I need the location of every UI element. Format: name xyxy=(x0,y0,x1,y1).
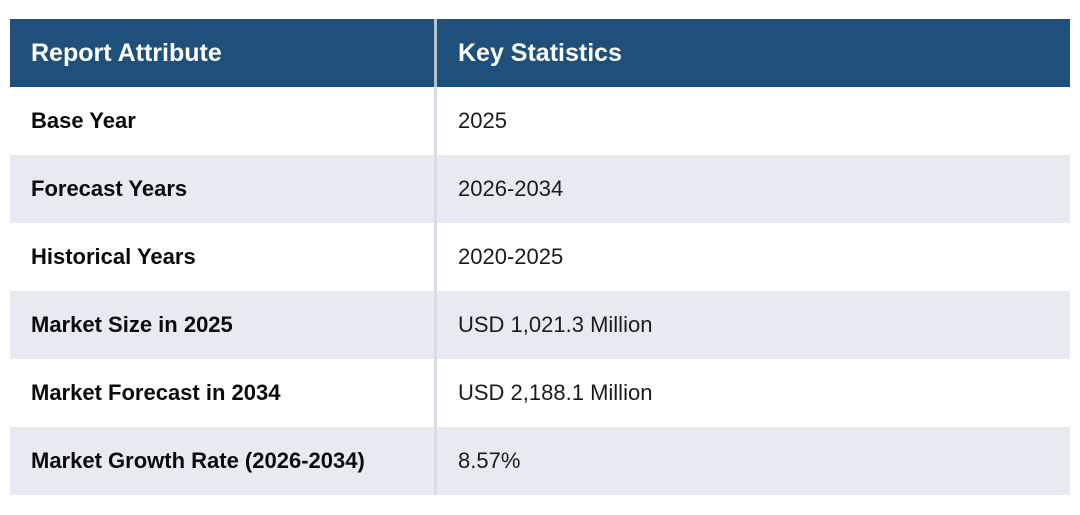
attribute-label: Historical Years xyxy=(31,244,196,269)
attribute-label: Base Year xyxy=(31,108,136,133)
value-cell: 2025 xyxy=(434,87,1070,155)
attribute-label: Forecast Years xyxy=(31,176,188,201)
attribute-cell: Market Forecast in 2034 xyxy=(10,359,434,427)
header-cell-key-statistics: Key Statistics xyxy=(434,19,1070,87)
table-row: Market Size in 2025 USD 1,021.3 Million xyxy=(10,291,1070,359)
value-cell: 2026-2034 xyxy=(434,155,1070,223)
attribute-cell: Market Size in 2025 xyxy=(10,291,434,359)
attribute-cell: Historical Years xyxy=(10,223,434,291)
attribute-label: Market Forecast in 2034 xyxy=(31,380,281,405)
attribute-cell: Market Growth Rate (2026-2034) xyxy=(10,427,434,495)
table-header-row: Report Attribute Key Statistics xyxy=(10,19,1070,87)
value-label: 8.57% xyxy=(458,448,521,473)
table-row: Market Growth Rate (2026-2034) 8.57% xyxy=(10,427,1070,495)
header-cell-report-attribute: Report Attribute xyxy=(10,19,434,87)
value-label: USD 2,188.1 Million xyxy=(458,380,653,405)
table-row: Historical Years 2020-2025 xyxy=(10,223,1070,291)
value-label: USD 1,021.3 Million xyxy=(458,312,653,337)
value-cell: USD 2,188.1 Million xyxy=(434,359,1070,427)
attribute-cell: Base Year xyxy=(10,87,434,155)
report-attributes-table: Report Attribute Key Statistics Base Yea… xyxy=(10,19,1070,495)
attribute-label: Market Growth Rate (2026-2034) xyxy=(31,448,365,473)
value-label: 2020-2025 xyxy=(458,244,564,269)
header-label-report-attribute: Report Attribute xyxy=(31,38,222,67)
attribute-label: Market Size in 2025 xyxy=(31,312,233,337)
header-label-key-statistics: Key Statistics xyxy=(458,38,622,67)
value-label: 2026-2034 xyxy=(458,176,564,201)
table-row: Forecast Years 2026-2034 xyxy=(10,155,1070,223)
value-cell: 8.57% xyxy=(434,427,1070,495)
table-row: Market Forecast in 2034 USD 2,188.1 Mill… xyxy=(10,359,1070,427)
attribute-cell: Forecast Years xyxy=(10,155,434,223)
value-cell: USD 1,021.3 Million xyxy=(434,291,1070,359)
value-label: 2025 xyxy=(458,108,507,133)
value-cell: 2020-2025 xyxy=(434,223,1070,291)
table-row: Base Year 2025 xyxy=(10,87,1070,155)
